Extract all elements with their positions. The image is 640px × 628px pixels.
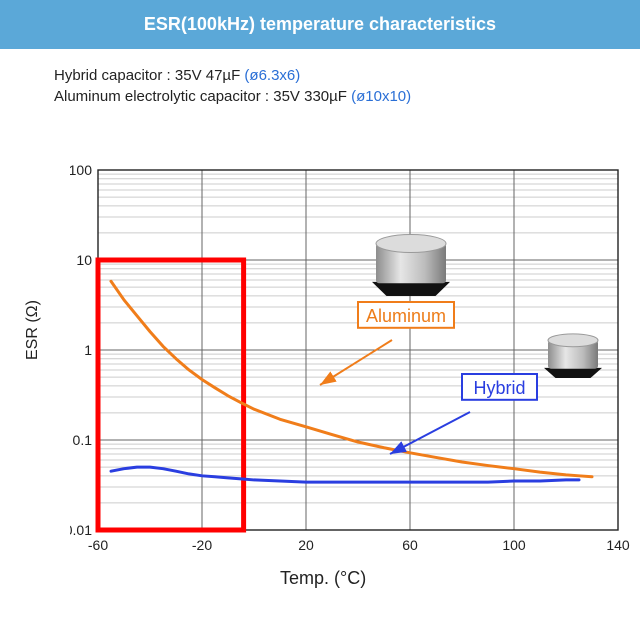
title-bar: ESR(100kHz) temperature characteristics <box>0 0 640 49</box>
svg-text:0.1: 0.1 <box>73 432 93 448</box>
svg-text:20: 20 <box>298 537 314 553</box>
svg-text:-20: -20 <box>192 537 212 553</box>
legend-line-1: Hybrid capacitor : 35V 47µF (ø6.3x6) <box>54 67 640 84</box>
legend-line2-text: Aluminum electrolytic capacitor : 35V 33… <box>54 88 351 105</box>
chart-area: ESR (Ω) Temp. (°C) 0.010.1110100-60-2020… <box>30 160 620 600</box>
plot-svg: 0.01 0.1 1 10 100 -60 -20 20 60 100 140 Aluminum Hyb… <box>70 160 630 600</box>
svg-text:0.01: 0.01 <box>70 522 92 538</box>
svg-text:Aluminum: Aluminum <box>366 306 446 326</box>
svg-text:60: 60 <box>402 537 418 553</box>
legend-line-2: Aluminum electrolytic capacitor : 35V 33… <box>54 88 640 105</box>
legend-line1-size: (ø6.3x6) <box>244 67 300 84</box>
svg-text:140: 140 <box>606 537 630 553</box>
title-text: ESR(100kHz) temperature characteristics <box>144 14 496 34</box>
legend-line1-text: Hybrid capacitor : 35V 47µF <box>54 67 244 84</box>
svg-text:100: 100 <box>502 537 526 553</box>
svg-text:-60: -60 <box>88 537 108 553</box>
svg-text:Hybrid: Hybrid <box>473 378 525 398</box>
svg-text:1: 1 <box>84 342 92 358</box>
y-axis-label: ESR (Ω) <box>24 300 42 360</box>
legend-line2-size: (ø10x10) <box>351 88 411 105</box>
svg-text:10: 10 <box>76 252 92 268</box>
legend-block: Hybrid capacitor : 35V 47µF (ø6.3x6) Alu… <box>54 67 640 105</box>
svg-text:100: 100 <box>70 162 92 178</box>
